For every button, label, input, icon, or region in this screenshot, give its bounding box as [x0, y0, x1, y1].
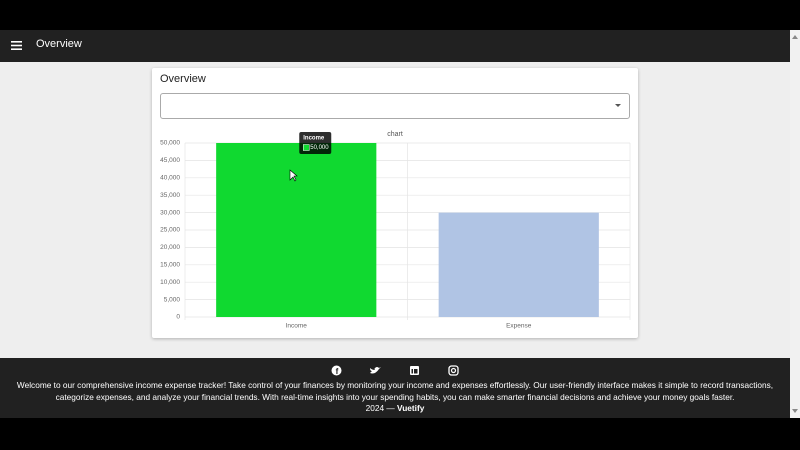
y-tick-label: 10,000	[160, 279, 180, 286]
y-tick-label: 25,000	[160, 227, 180, 234]
cursor	[289, 169, 298, 182]
twitter-icon[interactable]	[370, 367, 381, 374]
footer: f Welcome to our comprehensive income ex…	[0, 358, 790, 418]
y-tick-label: 30,000	[160, 209, 180, 216]
select[interactable]	[160, 93, 630, 119]
chart-title: chart	[387, 131, 403, 138]
copyright: 2024 — Vuetify	[0, 403, 790, 413]
copyright-year: 2024 —	[365, 403, 395, 413]
card-title: Overview	[160, 73, 206, 85]
app-bar: Overview	[0, 30, 790, 62]
scroll-arrows	[792, 35, 798, 413]
bar	[216, 143, 377, 317]
x-tick-label: Income	[286, 323, 308, 330]
instagram-icon[interactable]	[448, 365, 459, 376]
dropdown-arrow	[615, 104, 621, 107]
chart: chart 0 5,000 10,000 15,000 20,000 25,000 30,0…	[160, 131, 631, 330]
y-tick-label: 50,000	[160, 140, 180, 147]
footer-text: Welcome to our comprehensive income expe…	[16, 380, 774, 402]
y-tick-label: 40,000	[160, 175, 180, 182]
app-title: Overview	[36, 38, 82, 50]
scrollbar[interactable]	[790, 30, 800, 418]
svg-text:f: f	[336, 367, 339, 376]
y-tick-label: 5,000	[164, 296, 181, 303]
facebook-icon[interactable]: f	[331, 365, 342, 377]
y-tick-label: 35,000	[160, 192, 180, 199]
linkedin-icon[interactable]	[410, 366, 419, 375]
menu-icon[interactable]	[11, 41, 22, 50]
tooltip-value: 50,000	[310, 145, 329, 151]
card: Overview chart 0 5,000 10,000 15,000 20,000 2…	[152, 68, 638, 338]
y-tick-label: 20,000	[160, 244, 180, 251]
brand: Vuetify	[397, 403, 425, 413]
bar	[438, 212, 599, 317]
tooltip-swatch	[303, 144, 310, 151]
tooltip-title: Income	[303, 136, 325, 142]
y-tick-label: 0	[176, 314, 180, 321]
y-tick-label: 45,000	[160, 157, 180, 164]
social-icons: f	[331, 365, 459, 377]
y-tick-label: 15,000	[160, 262, 180, 269]
x-tick-label: Expense	[506, 323, 532, 330]
